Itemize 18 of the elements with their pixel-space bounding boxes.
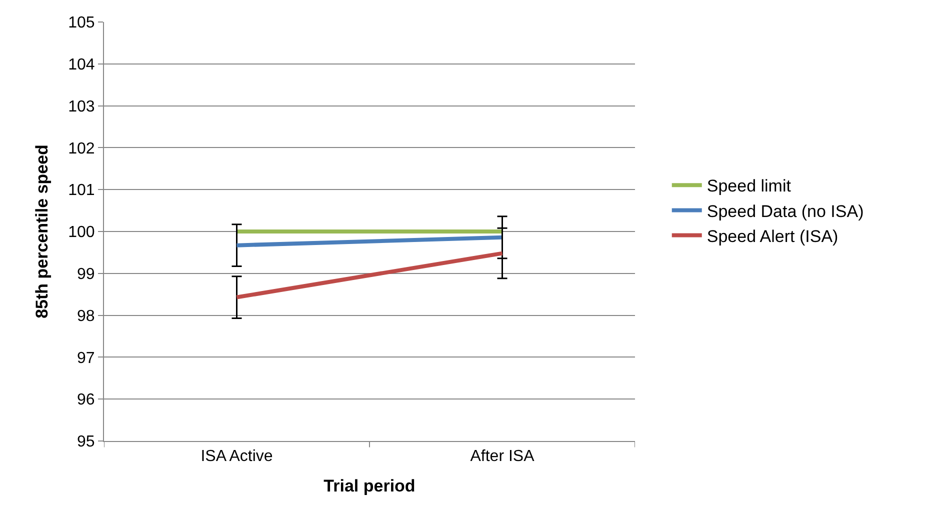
y-tick-label: 105 bbox=[68, 14, 95, 32]
legend-label: Speed Data (no ISA) bbox=[706, 202, 864, 221]
y-tick-label: 96 bbox=[77, 392, 95, 409]
y-tick-label: 101 bbox=[68, 182, 95, 200]
legend-label: Speed Alert (ISA) bbox=[706, 226, 838, 246]
y-tick-label: 98 bbox=[77, 308, 95, 325]
y-tick-label: 99 bbox=[77, 266, 95, 283]
y-tick-label: 95 bbox=[77, 434, 95, 451]
y-tick-label: 103 bbox=[68, 98, 95, 116]
y-axis-title: 85th percentile speed bbox=[32, 144, 52, 318]
x-axis-title: Trial period bbox=[324, 476, 416, 496]
y-tick-label: 97 bbox=[77, 350, 95, 367]
y-tick-label: 104 bbox=[68, 56, 95, 74]
x-tick-label: After ISA bbox=[470, 448, 535, 466]
x-tick-label: ISA Active bbox=[200, 448, 273, 466]
y-tick-label: 100 bbox=[68, 224, 95, 242]
legend-label: Speed limit bbox=[706, 176, 792, 196]
y-tick-label: 102 bbox=[68, 140, 95, 158]
